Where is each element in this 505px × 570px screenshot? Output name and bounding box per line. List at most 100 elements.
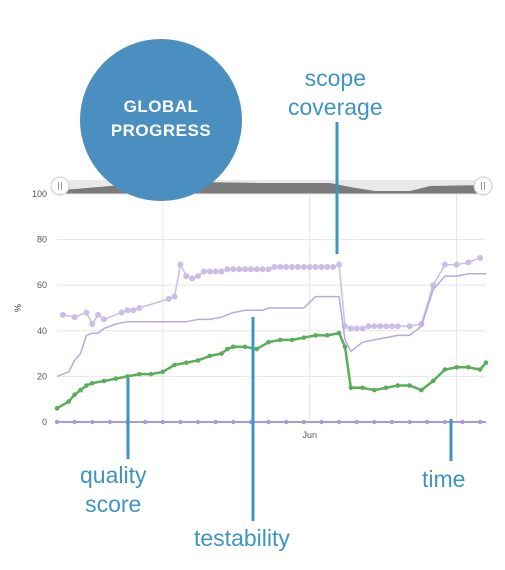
scope-point xyxy=(183,273,190,280)
quality-series-line xyxy=(56,331,487,410)
baseline-point xyxy=(319,419,324,425)
quality-point xyxy=(289,337,295,343)
scope-point xyxy=(277,263,284,270)
y-tick-label: 100 xyxy=(32,189,47,199)
quality-point xyxy=(89,380,95,386)
baseline-point xyxy=(266,419,271,425)
y-tick-label: 20 xyxy=(37,371,47,381)
scope-point xyxy=(89,320,96,327)
scope-point xyxy=(271,263,278,270)
quality-point xyxy=(242,344,248,350)
baseline-point xyxy=(160,419,165,425)
scope-point xyxy=(330,263,337,270)
scope-point xyxy=(212,268,219,275)
y-axis-ticks: 0 20 40 60 80 100 xyxy=(32,189,47,427)
quality-point xyxy=(407,383,412,388)
scope-point xyxy=(171,293,178,300)
baseline-point xyxy=(407,419,412,425)
scope-callout-line2: coverage xyxy=(288,94,383,120)
scope-point xyxy=(253,266,260,273)
quality-point xyxy=(372,387,377,393)
scope-point xyxy=(388,323,395,330)
quality-point xyxy=(342,344,348,350)
scope-point xyxy=(294,263,301,270)
quality-point xyxy=(395,383,401,388)
scope-point xyxy=(377,323,384,330)
scope-callout-line1: scope xyxy=(304,65,366,91)
navigator-left-handle[interactable] xyxy=(50,176,70,196)
baseline-point xyxy=(301,419,307,425)
baseline-point xyxy=(72,419,77,425)
baseline-point xyxy=(107,419,113,425)
scope-point xyxy=(477,254,484,261)
quality-point xyxy=(172,362,177,368)
y-tick-label: 60 xyxy=(37,280,47,290)
quality-callout-line1: quality xyxy=(80,462,147,488)
quality-point xyxy=(454,364,459,370)
scope-point xyxy=(318,263,325,270)
quality-point xyxy=(207,353,213,359)
scope-point xyxy=(230,266,237,273)
quality-point xyxy=(136,371,142,377)
y-axis-label: % xyxy=(13,304,23,312)
scope-point xyxy=(406,323,413,330)
scope-point xyxy=(371,323,378,330)
scope-point xyxy=(265,266,272,273)
quality-point xyxy=(477,367,483,372)
baseline-point xyxy=(477,419,483,425)
badge-title-line1: GLOBAL xyxy=(123,97,199,116)
quality-point xyxy=(278,337,283,343)
quality-point xyxy=(66,399,72,404)
scope-point xyxy=(71,314,78,321)
baseline-point xyxy=(231,419,236,425)
scope-point xyxy=(59,311,66,318)
quality-point xyxy=(225,346,230,352)
scope-point xyxy=(189,275,196,282)
quality-point xyxy=(113,376,119,381)
baseline-point xyxy=(178,419,183,425)
scope-point xyxy=(101,316,108,323)
scope-point xyxy=(247,266,254,273)
baseline-point xyxy=(283,419,289,425)
scope-point xyxy=(195,273,202,280)
scope-point xyxy=(224,266,231,273)
y-tick-label: 0 xyxy=(42,417,47,427)
scope-point xyxy=(324,263,331,270)
scope-point xyxy=(259,266,266,273)
quality-point xyxy=(125,374,130,379)
badge-title: GLOBAL PROGRESS xyxy=(80,95,242,143)
quality-point xyxy=(72,392,77,397)
quality-point xyxy=(78,387,83,393)
y-tick-label: 40 xyxy=(37,326,47,336)
quality-point xyxy=(219,351,224,356)
quality-point xyxy=(195,358,201,363)
baseline-point xyxy=(142,419,148,425)
scope-point xyxy=(124,307,131,314)
scope-point xyxy=(236,266,243,273)
baseline-point xyxy=(442,419,448,425)
x-tick-label: Jun xyxy=(302,430,317,440)
x-axis-ticks: Jun xyxy=(302,430,317,440)
baseline-point xyxy=(389,419,395,425)
scope-point xyxy=(353,325,360,332)
scope-point xyxy=(365,323,372,330)
quality-point xyxy=(483,360,489,366)
quality-point xyxy=(54,406,60,411)
navigator-right-handle[interactable] xyxy=(473,176,493,196)
badge-title-line2: PROGRESS xyxy=(110,121,212,140)
scope-point xyxy=(206,268,213,275)
baseline-point xyxy=(336,419,342,425)
quality-point xyxy=(430,378,436,384)
time-callout: time xyxy=(422,466,466,492)
baseline-point xyxy=(460,419,465,425)
baseline-point xyxy=(354,419,359,425)
quality-point xyxy=(231,344,236,350)
quality-point xyxy=(442,367,448,372)
quality-point xyxy=(336,330,342,336)
scope-point xyxy=(242,266,249,273)
scope-point xyxy=(430,282,437,289)
scope-point xyxy=(136,305,143,311)
quality-score-callout: quality score xyxy=(80,461,146,519)
scope-point xyxy=(394,323,401,330)
quality-point xyxy=(183,360,189,366)
